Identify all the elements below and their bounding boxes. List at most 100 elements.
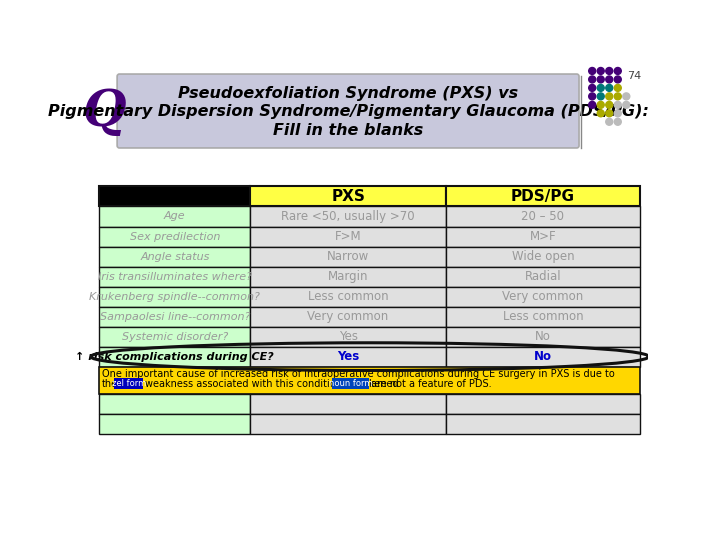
- Text: Krukenberg spindle--common?: Krukenberg spindle--common?: [89, 292, 261, 301]
- Bar: [251, 206, 446, 226]
- Bar: [251, 247, 446, 267]
- Text: 20 – 50: 20 – 50: [521, 210, 564, 223]
- Text: M>F: M>F: [530, 230, 557, 243]
- Bar: [446, 414, 640, 434]
- Bar: [251, 267, 446, 287]
- Circle shape: [589, 76, 595, 83]
- Text: No: No: [535, 330, 551, 343]
- Bar: [99, 186, 251, 206]
- Text: PXS: PXS: [331, 189, 365, 204]
- Bar: [446, 226, 640, 247]
- Bar: [251, 414, 446, 434]
- Bar: [99, 307, 251, 327]
- Bar: [446, 394, 640, 414]
- Bar: [251, 394, 446, 414]
- Circle shape: [614, 93, 621, 100]
- Circle shape: [589, 102, 595, 109]
- Circle shape: [597, 102, 604, 109]
- Bar: [446, 307, 640, 327]
- Circle shape: [614, 102, 621, 109]
- Text: noun form: noun form: [328, 379, 372, 388]
- Circle shape: [597, 110, 604, 117]
- Text: Narrow: Narrow: [327, 250, 369, 263]
- Text: Iris transilluminates where?: Iris transilluminates where?: [98, 272, 252, 281]
- Circle shape: [606, 118, 613, 125]
- Text: Radial: Radial: [525, 270, 562, 283]
- Text: Very common: Very common: [307, 310, 389, 323]
- Bar: [251, 186, 446, 206]
- Circle shape: [606, 84, 613, 91]
- Bar: [99, 206, 251, 226]
- Bar: [446, 347, 640, 367]
- Bar: [251, 226, 446, 247]
- Text: Systemic disorder?: Systemic disorder?: [122, 332, 228, 342]
- Text: Less common: Less common: [503, 310, 583, 323]
- Text: Sampaolesi line--common?: Sampaolesi line--common?: [99, 312, 250, 322]
- Circle shape: [606, 102, 613, 109]
- Circle shape: [589, 93, 595, 100]
- Text: Rare <50, usually >70: Rare <50, usually >70: [282, 210, 415, 223]
- Text: One important cause of increased risk of intraoperative complications during CE : One important cause of increased risk of…: [102, 369, 614, 379]
- Text: the: the: [102, 379, 118, 389]
- Circle shape: [589, 84, 595, 91]
- Bar: [332, 378, 369, 389]
- Bar: [99, 267, 251, 287]
- Bar: [99, 327, 251, 347]
- Text: Angle status: Angle status: [140, 252, 210, 261]
- Bar: [446, 247, 640, 267]
- Text: PDS/PG: PDS/PG: [511, 189, 575, 204]
- Text: Fill in the blanks: Fill in the blanks: [273, 123, 423, 138]
- Text: Yes: Yes: [338, 330, 358, 343]
- Bar: [251, 327, 446, 347]
- Circle shape: [614, 84, 621, 91]
- Circle shape: [606, 110, 613, 117]
- Bar: [99, 414, 251, 434]
- Text: are not a feature of PDS.: are not a feature of PDS.: [371, 379, 491, 389]
- Circle shape: [623, 93, 630, 100]
- Text: Sex predilection: Sex predilection: [130, 232, 220, 241]
- Bar: [99, 347, 251, 367]
- Circle shape: [597, 84, 604, 91]
- Circle shape: [606, 76, 613, 83]
- Circle shape: [614, 110, 621, 117]
- Bar: [446, 287, 640, 307]
- Bar: [446, 327, 640, 347]
- Circle shape: [614, 76, 621, 83]
- Circle shape: [597, 93, 604, 100]
- Text: zel form: zel form: [112, 379, 146, 388]
- Text: weakness associated with this condition. Weakened: weakness associated with this condition.…: [145, 379, 399, 389]
- Text: Yes: Yes: [337, 350, 359, 363]
- Text: F>M: F>M: [335, 230, 361, 243]
- Text: Margin: Margin: [328, 270, 369, 283]
- FancyBboxPatch shape: [117, 74, 579, 148]
- Circle shape: [623, 102, 630, 109]
- Bar: [251, 287, 446, 307]
- Bar: [446, 206, 640, 226]
- Bar: [251, 347, 446, 367]
- Circle shape: [614, 118, 621, 125]
- Circle shape: [606, 68, 613, 75]
- Circle shape: [606, 93, 613, 100]
- Text: Very common: Very common: [503, 290, 584, 303]
- Circle shape: [614, 68, 621, 75]
- Circle shape: [597, 76, 604, 83]
- Circle shape: [589, 68, 595, 75]
- Bar: [446, 267, 640, 287]
- Circle shape: [597, 68, 604, 75]
- Bar: [99, 394, 251, 414]
- Text: Pseudoexfoliation Syndrome (PXS) vs: Pseudoexfoliation Syndrome (PXS) vs: [178, 86, 518, 101]
- Text: Q: Q: [82, 88, 126, 137]
- Text: Age: Age: [164, 212, 186, 221]
- Bar: [99, 247, 251, 267]
- Bar: [251, 307, 446, 327]
- Text: Less common: Less common: [307, 290, 388, 303]
- Bar: [99, 226, 251, 247]
- Bar: [99, 287, 251, 307]
- Bar: [99, 367, 640, 394]
- Text: No: No: [534, 350, 552, 363]
- Bar: [114, 378, 143, 389]
- Text: Wide open: Wide open: [512, 250, 575, 263]
- Text: ↑ risk complications during CE?: ↑ risk complications during CE?: [76, 352, 274, 362]
- Bar: [446, 186, 640, 206]
- Text: Pigmentary Dispersion Syndrome/Pigmentary Glaucoma (PDS/PG):: Pigmentary Dispersion Syndrome/Pigmentar…: [48, 104, 649, 119]
